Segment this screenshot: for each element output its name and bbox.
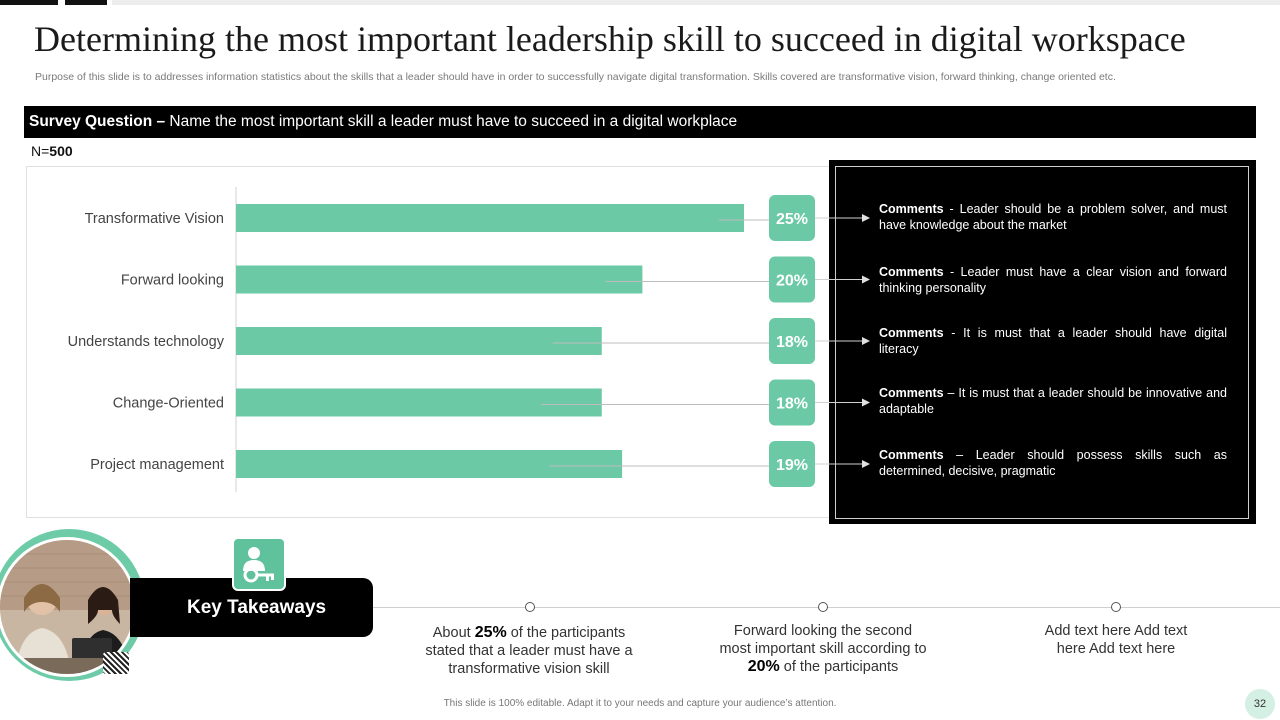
value-badge [769,379,815,426]
sample-size-value: 500 [49,143,73,159]
takeaway-2: Forward looking the second most importan… [718,622,928,676]
comment-2: Comments - Leader must have a clear visi… [879,264,1227,296]
bar [236,204,744,232]
timeline-dot [818,602,828,612]
comment-label: Comments [879,326,944,340]
people-key-icon-graphic [243,547,274,583]
comment-5: Comments – Leader should possess skills … [879,447,1227,479]
takeaway-highlight: 25% [474,624,507,641]
value-badge [769,195,815,241]
timeline-dot [525,602,535,612]
comments-panel-border [835,166,1249,519]
bar [236,327,602,355]
bar [236,388,602,417]
takeaway-1: About 25% of the participants stated tha… [424,624,634,678]
comments-panel [829,160,1256,524]
sample-size: N=500 [31,143,73,159]
comment-text: - It is must that a leader should have d… [879,326,1227,356]
value-label: 19% [776,457,808,474]
top-accent-bar [112,0,1280,5]
bar [236,450,623,478]
value-badge [769,256,815,303]
comment-label: Comments [879,386,944,400]
page-number: 32 [1245,689,1275,719]
value-badge [769,318,815,364]
comment-4: Comments – It is must that a leader shou… [879,385,1227,417]
survey-question: Name the most important skill a leader m… [165,113,738,130]
people-meeting-illustration [0,540,134,674]
decorative-hatch [103,652,129,674]
comment-1: Comments - Leader should be a problem so… [879,201,1227,233]
category-label: Transformative Vision [85,211,224,227]
value-label: 18% [776,334,808,351]
bar [236,265,643,294]
comment-label: Comments [879,448,944,462]
timeline-dot [1111,602,1121,612]
takeaway-text: Add text here Add text here Add text her… [1044,623,1188,657]
key-takeaways-label: Key Takeaways [187,597,327,618]
people-key-icon [232,537,286,591]
comment-label: Comments [879,202,944,216]
comment-text: – It is must that a leader should be inn… [879,386,1227,416]
arrow-head-icon [862,337,870,345]
page-subtitle: Purpose of this slide is to addresses in… [35,71,1116,83]
comment-text: - Leader must have a clear vision and fo… [879,265,1227,295]
takeaway-3: Add text here Add text here Add text her… [1031,622,1201,658]
comment-text: - Leader should be a problem solver, and… [879,202,1227,232]
value-label: 18% [776,396,808,413]
arrow-head-icon [862,460,870,468]
comment-text: – Leader should possess skills such as d… [879,448,1227,478]
takeaway-text: Forward looking the second most importan… [719,623,927,657]
value-badge [769,441,815,487]
footer-note: This slide is 100% editable. Adapt it to… [443,698,837,709]
category-label: Understands technology [68,334,225,350]
value-label: 20% [776,273,808,290]
arrow-head-icon [862,214,870,222]
top-accent-bar [0,0,58,5]
takeaway-text: of the participants stated that a leader… [425,625,633,677]
survey-question-bar: Survey Question – Name the most importan… [24,106,1256,138]
survey-label: Survey Question – [29,113,166,130]
comment-label: Comments [879,265,944,279]
top-accent-bar [65,0,107,5]
takeaway-text: About [432,625,475,641]
page-title: Determining the most important leadershi… [34,19,1186,59]
category-label: Change-Oriented [113,396,224,412]
comment-3: Comments - It is must that a leader shou… [879,325,1227,357]
category-label: Forward looking [121,273,224,289]
takeaway-highlight: 20% [747,658,780,675]
takeaway-text: of the participants [779,659,899,675]
arrow-head-icon [862,398,870,407]
value-label: 25% [776,211,808,228]
arrow-head-icon [862,275,870,284]
category-label: Project management [90,457,224,473]
sample-size-prefix: N= [31,143,50,159]
